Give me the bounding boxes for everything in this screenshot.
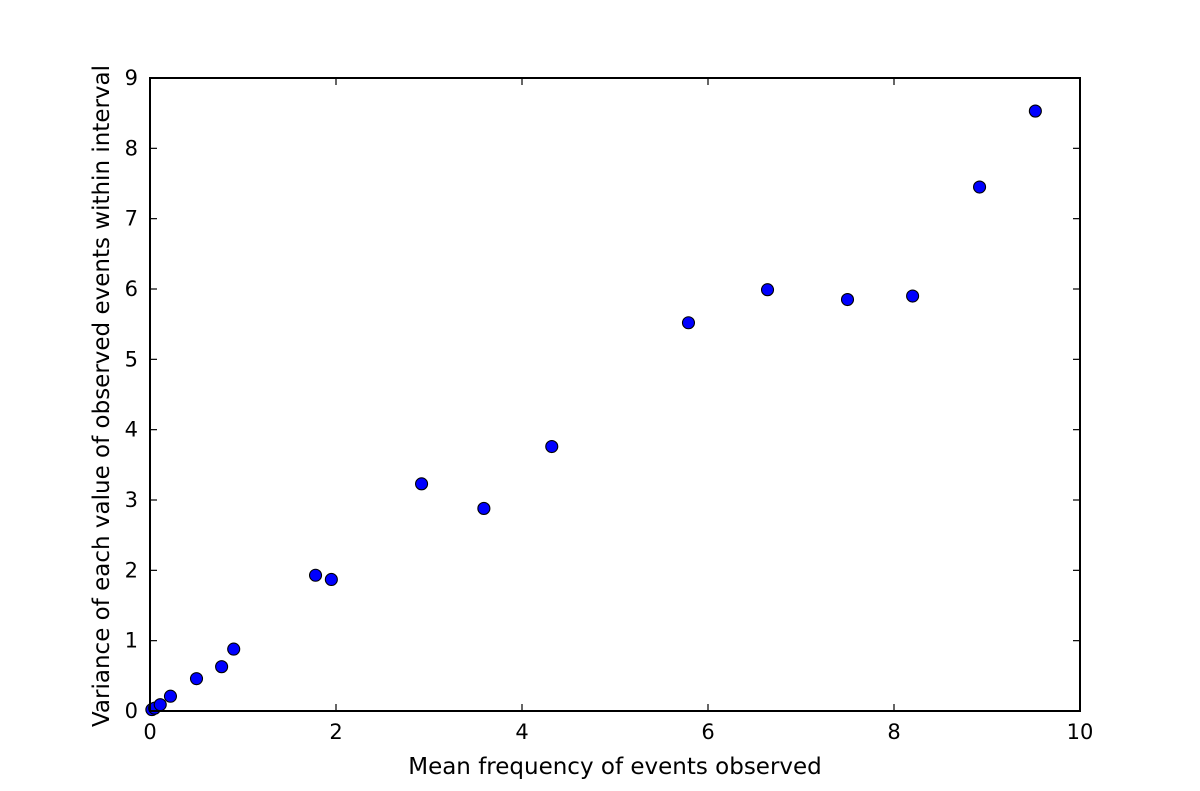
y-tick-label: 2	[125, 558, 138, 582]
data-points	[145, 104, 1042, 717]
y-tick-label: 5	[125, 347, 138, 371]
data-point	[1028, 104, 1042, 118]
data-point	[163, 689, 178, 703]
x-tick-label: 0	[143, 720, 156, 744]
x-tick-label: 10	[1067, 720, 1094, 744]
x-tick-label: 8	[887, 720, 900, 744]
data-point	[840, 292, 855, 307]
y-tick-label: 7	[125, 207, 138, 231]
data-point	[324, 572, 338, 587]
x-axis-label: Mean frequency of events observed	[408, 754, 822, 780]
y-tick-label: 4	[125, 418, 138, 442]
y-tick-label: 0	[125, 699, 138, 723]
data-point	[215, 660, 229, 674]
data-point	[153, 698, 167, 712]
data-point	[415, 477, 429, 491]
x-tick-label: 6	[701, 720, 714, 744]
y-tick-label: 9	[125, 66, 138, 90]
data-point	[681, 316, 696, 330]
data-point	[477, 501, 491, 515]
y-tick-label: 3	[125, 488, 138, 512]
x-tick-labels: 0 2 4 6 8 10	[143, 720, 1093, 744]
x-tick-label: 4	[515, 720, 528, 744]
y-tick-labels: 0 1 2 3 4 5 6 7 8 9	[125, 66, 138, 723]
data-point	[189, 672, 204, 686]
y-tick-label: 6	[125, 277, 138, 301]
y-tick-label: 1	[125, 629, 138, 653]
data-point	[227, 642, 241, 656]
plot-frame	[149, 77, 1081, 712]
data-point	[308, 568, 323, 582]
y-tick-label: 8	[125, 136, 138, 160]
data-point	[906, 289, 920, 303]
x-tick-label: 2	[329, 720, 342, 744]
data-point	[973, 180, 987, 194]
data-point	[760, 283, 775, 297]
ticks	[149, 77, 1081, 712]
y-axis-label: Variance of each value of observed event…	[89, 65, 115, 727]
data-point	[545, 439, 559, 454]
